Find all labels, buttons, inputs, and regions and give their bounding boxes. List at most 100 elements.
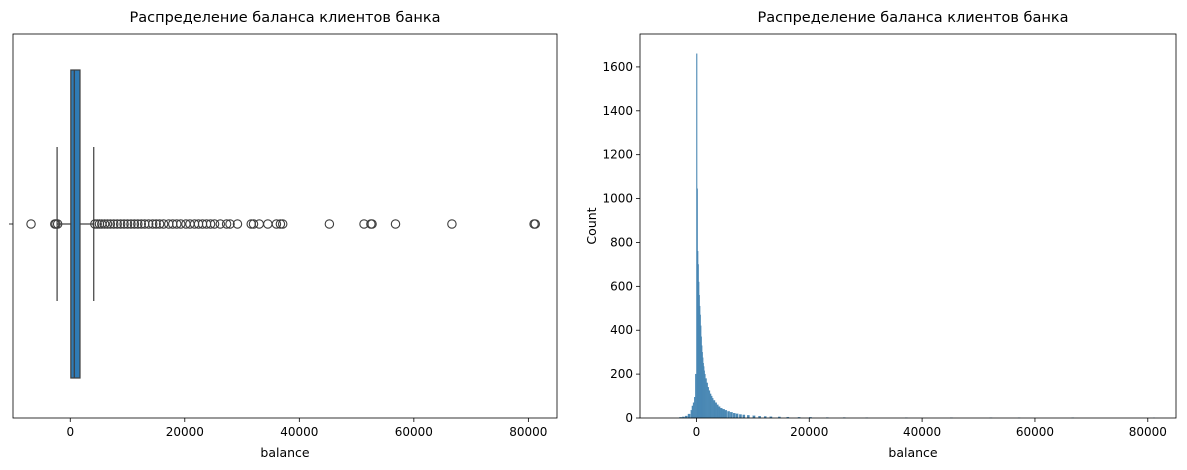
histogram-bar [691, 405, 694, 419]
histogram-bar [687, 413, 691, 419]
boxplot-outlier-point [205, 219, 216, 229]
histogram-bar [712, 398, 714, 419]
histogram-bar [707, 387, 709, 419]
histogram-bar [694, 397, 696, 419]
histogram-bars [679, 53, 1155, 419]
histogram-y-tick-label: 0 [625, 411, 633, 425]
histogram-bar [724, 410, 728, 419]
boxplot-outlier-point [225, 219, 235, 229]
boxplot-outlier-point [271, 219, 282, 229]
boxplot-body [56, 69, 95, 379]
histogram-bar [710, 395, 713, 419]
histogram-bar [692, 402, 695, 419]
histogram-y-tick-label: 1000 [602, 192, 633, 206]
boxplot-outlier-point [136, 219, 147, 229]
histogram-bar [732, 413, 736, 419]
histogram-bar [713, 400, 716, 419]
boxplot-outlier-point [99, 219, 110, 229]
histogram-y-tick-label: 400 [610, 323, 633, 337]
boxplot-outlier-point [215, 219, 226, 229]
histogram-bar [695, 373, 697, 419]
histogram-x-tick-label: 40000 [903, 425, 941, 439]
boxplot-outlier-point [92, 219, 102, 229]
boxplot-outlier-point [105, 219, 116, 229]
histogram-bar [706, 382, 708, 419]
boxplot-outlier-point [26, 219, 36, 229]
histogram-plot-area [639, 33, 1177, 419]
histogram-bar [730, 412, 733, 419]
histogram-y-tick-label: 1600 [602, 60, 633, 74]
histogram-y-axis-label: Count [584, 207, 599, 244]
boxplot-x-tick-label: 0 [66, 425, 74, 439]
boxplot-outlier-point [52, 219, 63, 229]
boxplot-outlier-point [126, 219, 136, 229]
histogram-bar [709, 393, 712, 419]
histogram-y-tick-label: 600 [610, 279, 633, 293]
boxplot-outlier-point [390, 219, 401, 229]
boxplot-outlier-point [115, 219, 126, 229]
boxplot-outlier-point [143, 219, 154, 229]
boxplot-x-tick-label: 60000 [395, 425, 433, 439]
boxplot-outlier-point [158, 219, 169, 229]
boxplot-x-tick-label: 40000 [280, 425, 318, 439]
histogram-bar [690, 410, 693, 419]
boxplot-outlier-point [109, 219, 119, 229]
boxplot-outlier-point [154, 219, 165, 229]
histogram-x-ticks: 0 20000 40000 60000 80000 [693, 418, 1167, 439]
boxplot-outlier-point [151, 219, 161, 229]
boxplot-outlier-point [119, 219, 129, 229]
boxplot-outlier-point [90, 219, 100, 229]
boxplot-outlier-point [172, 219, 182, 229]
histogram-y-ticks: 0 200 400 600 800 1000 1200 1400 1600 [602, 60, 640, 425]
boxplot-outlier-point [263, 219, 273, 229]
boxplot-box [70, 69, 81, 379]
boxplot-outlier-point [133, 219, 143, 229]
boxplot-outlier-point [129, 219, 140, 229]
histogram-bar [714, 402, 717, 419]
boxplot-outlier-point [232, 219, 243, 229]
histogram-bar [739, 414, 742, 419]
histogram-x-tick-label: 20000 [790, 425, 828, 439]
boxplot-outlier-point [209, 219, 220, 229]
histogram-y-tick-label: 1200 [602, 148, 633, 162]
histogram-title: Распределение баланса клиентов банка [758, 10, 1069, 26]
boxplot-outlier-point [367, 219, 377, 229]
histogram-y-tick-label: 800 [610, 235, 633, 249]
histogram-y-tick-label: 200 [610, 367, 633, 381]
boxplot-chart: Распределение баланса клиентов банка 0 20… [9, 10, 558, 460]
boxplot-outlier-point [248, 219, 259, 229]
boxplot-outlier-point [324, 219, 335, 229]
histogram-bar [716, 404, 719, 419]
boxplot-title: Распределение баланса клиентов банка [130, 10, 441, 26]
histogram-y-tick-label: 1400 [602, 104, 633, 118]
histogram-chart: Распределение баланса клиентов банка 0 20… [584, 10, 1177, 460]
boxplot-outliers [26, 219, 540, 229]
histogram-bar [708, 390, 711, 419]
histogram-bar [722, 409, 725, 419]
boxplot-outlier-point [102, 219, 113, 229]
histogram-bar [718, 406, 721, 419]
boxplot-outlier-point [275, 219, 286, 229]
boxplot-outlier-point [221, 219, 232, 229]
histogram-bar [705, 378, 707, 419]
histogram-bar [727, 411, 730, 419]
histogram-x-axis-label: balance [888, 445, 938, 460]
boxplot-outlier-point [530, 219, 540, 229]
histogram-bar [735, 413, 739, 419]
histogram-x-tick-label: 60000 [1016, 425, 1054, 439]
boxplot-x-tick-label: 20000 [166, 425, 204, 439]
histogram-bar [742, 414, 746, 419]
boxplot-x-axis-label: balance [260, 445, 310, 460]
histogram-bar [719, 407, 723, 419]
boxplot-outlier-point [277, 219, 288, 229]
histogram-x-tick-label: 0 [693, 425, 701, 439]
boxplot-outlier-point [112, 219, 122, 229]
boxplot-x-ticks: 0 20000 40000 60000 80000 [66, 418, 547, 439]
boxplot-outlier-point [122, 219, 133, 229]
boxplot-outlier-point [176, 219, 186, 229]
boxplot-outlier-point [254, 219, 264, 229]
boxplot-x-tick-label: 80000 [509, 425, 547, 439]
boxplot-plot-area [12, 33, 558, 419]
boxplot-outlier-point [147, 219, 158, 229]
